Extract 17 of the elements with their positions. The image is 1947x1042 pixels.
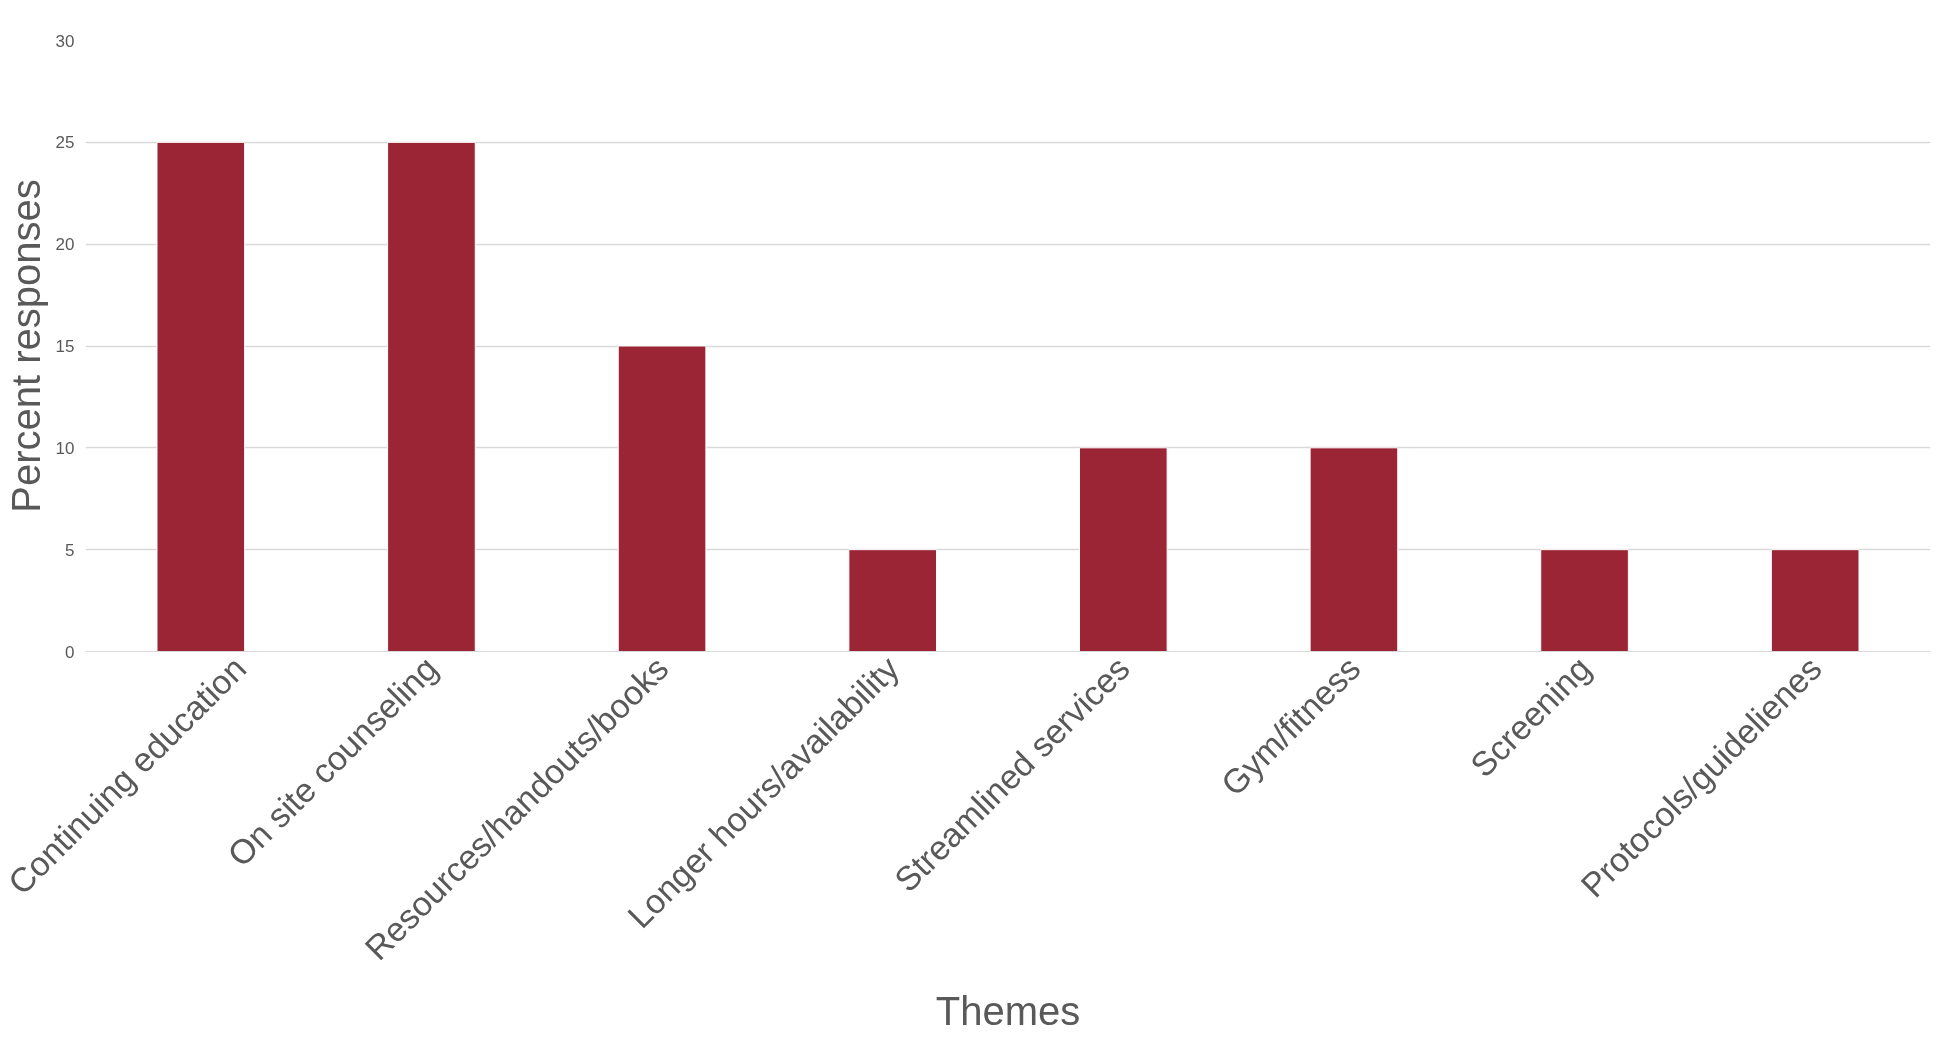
- y-tick-label: 10: [55, 438, 75, 458]
- bar: [156, 141, 246, 652]
- y-tick-label: 5: [65, 540, 75, 560]
- bar: [617, 345, 707, 652]
- y-tick-label: 25: [55, 133, 75, 153]
- y-axis-title: Percent responses: [3, 179, 48, 513]
- bar: [1309, 447, 1399, 652]
- y-tick-label: 15: [55, 337, 75, 356]
- bar: [387, 141, 476, 652]
- bar: [1540, 549, 1629, 652]
- bar: [1078, 447, 1168, 652]
- bar: [848, 549, 938, 652]
- bar: [1770, 549, 1860, 652]
- y-tick-label: 30: [55, 31, 75, 51]
- y-tick-label: 0: [65, 642, 75, 662]
- x-axis-title: Themes: [935, 988, 1081, 1033]
- y-tick-label: 20: [55, 235, 75, 255]
